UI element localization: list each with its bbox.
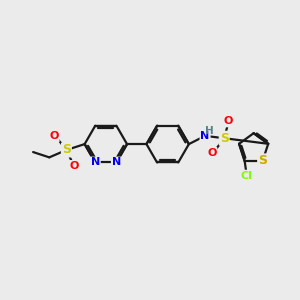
Text: N: N [200,131,210,141]
Text: O: O [70,161,79,171]
Text: Cl: Cl [240,171,252,181]
Text: O: O [207,148,217,158]
Text: H: H [206,126,214,136]
Text: O: O [49,131,59,142]
Text: O: O [223,116,232,126]
Text: S: S [220,132,229,145]
Text: N: N [91,158,100,167]
Text: S: S [62,143,71,157]
Text: S: S [258,154,267,167]
Text: N: N [112,158,121,167]
